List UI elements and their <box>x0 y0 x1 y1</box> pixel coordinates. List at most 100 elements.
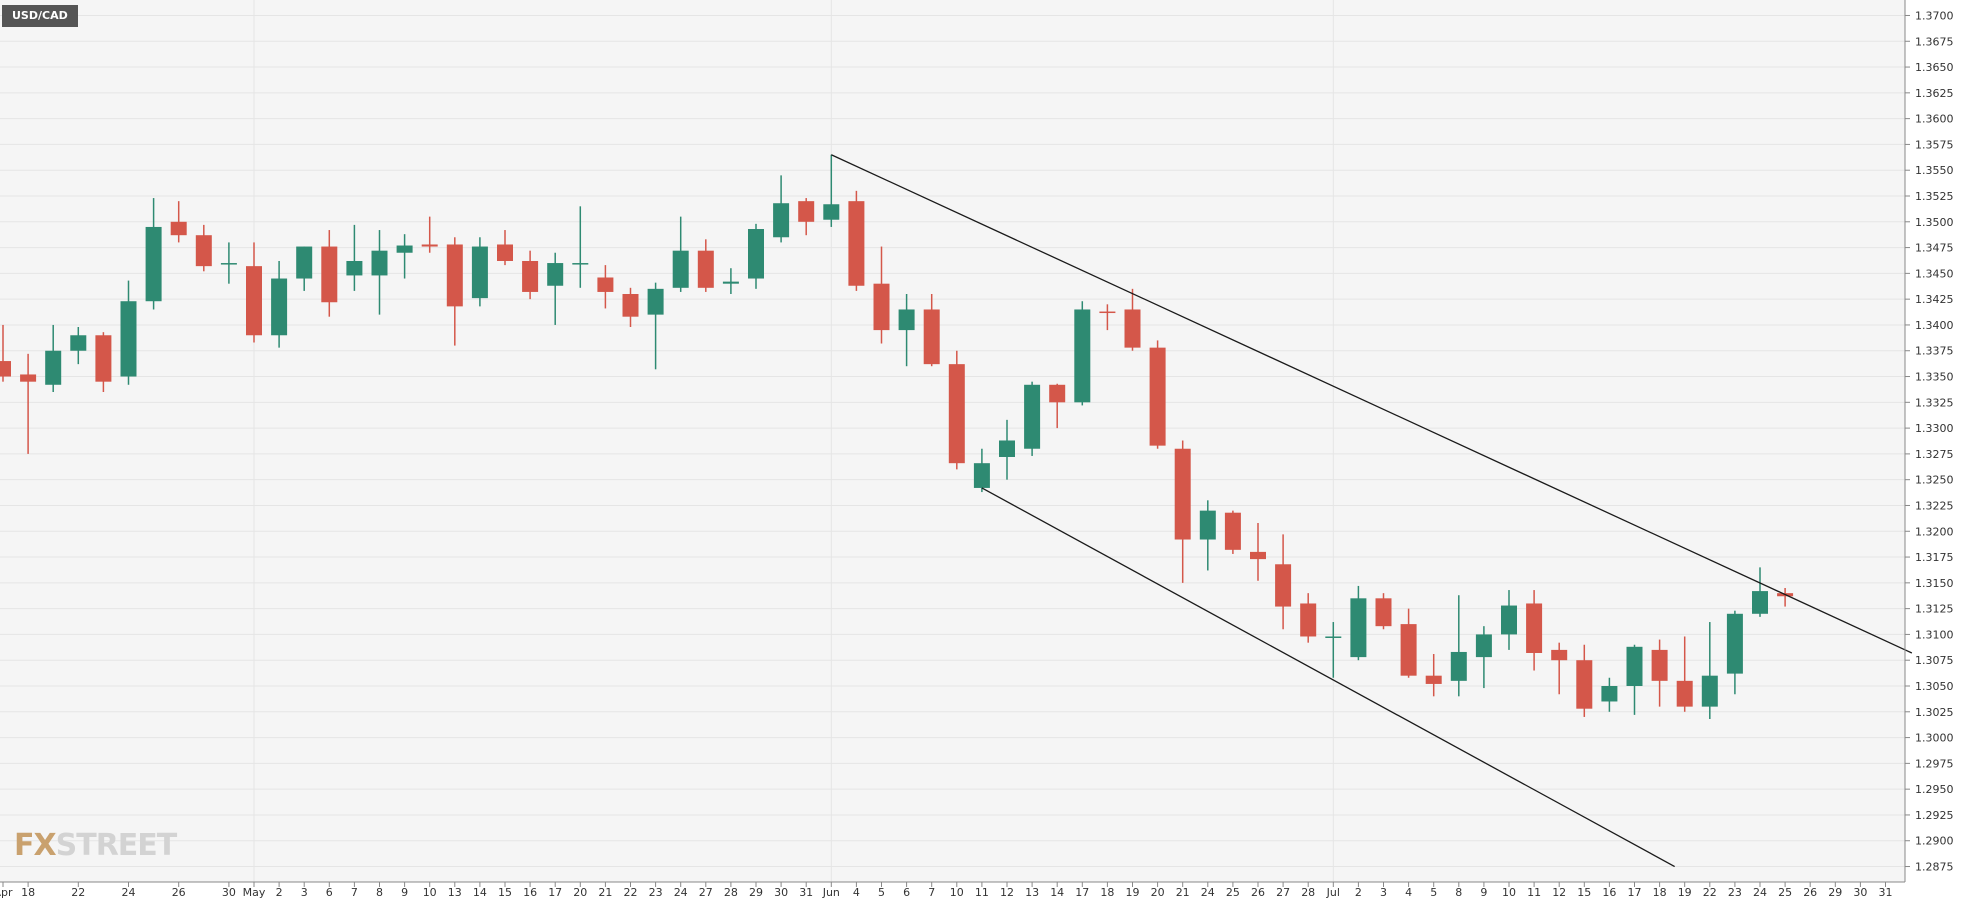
y-tick-label: 1.3675 <box>1915 35 1954 48</box>
candle <box>1551 642 1568 695</box>
x-tick-label: 25 <box>1778 886 1792 899</box>
candle <box>798 198 815 236</box>
logo-street: STREET <box>55 828 178 863</box>
candle <box>271 260 288 348</box>
candle <box>321 230 338 317</box>
y-tick-label: 1.3100 <box>1915 628 1954 641</box>
candle <box>371 230 388 315</box>
y-tick-label: 1.3375 <box>1915 345 1954 358</box>
candle-body <box>1099 311 1116 314</box>
candle-body <box>923 309 940 365</box>
y-tick-label: 1.3050 <box>1915 680 1954 693</box>
candle <box>1475 626 1492 689</box>
candle-body <box>798 201 815 222</box>
y-tick-label: 1.3500 <box>1915 216 1954 229</box>
candle <box>396 234 413 279</box>
y-tick-label: 1.3700 <box>1915 9 1954 22</box>
candle-body <box>522 260 539 292</box>
candle <box>1174 440 1191 583</box>
candle-body <box>45 350 62 385</box>
candle <box>1049 383 1066 429</box>
x-tick-label: 13 <box>448 886 462 899</box>
candle <box>1250 523 1266 581</box>
x-tick-label: 2 <box>1355 886 1362 899</box>
candle <box>973 448 990 493</box>
y-tick-label: 1.3125 <box>1915 603 1954 616</box>
candle <box>1526 590 1543 671</box>
trendlines <box>831 154 1913 868</box>
x-tick-label: 13 <box>1025 886 1039 899</box>
x-tick-label: 24 <box>1201 886 1215 899</box>
x-tick-label: 16 <box>1602 886 1616 899</box>
candle <box>1024 381 1041 456</box>
x-tick-label: 11 <box>975 886 989 899</box>
candle <box>20 353 37 454</box>
y-tick-label: 1.3300 <box>1915 422 1954 435</box>
x-tick-label: Apr <box>0 886 13 899</box>
x-tick-label: 3 <box>1380 886 1387 899</box>
candle <box>722 268 739 294</box>
candle-body <box>823 204 840 220</box>
candle-body <box>1049 384 1066 403</box>
x-tick-label: 15 <box>1577 886 1591 899</box>
y-tick-label: 1.3325 <box>1915 396 1954 409</box>
candle-body <box>1325 636 1342 638</box>
x-tick-label: 30 <box>222 886 236 899</box>
candle-body <box>1375 598 1392 627</box>
x-tick-label: 7 <box>928 886 935 899</box>
x-tick-label: 17 <box>1075 886 1089 899</box>
candle-body <box>647 288 664 315</box>
x-tick-label: 20 <box>573 886 587 899</box>
x-axis-ticks: Apr1822242630May236789101314151617202122… <box>0 882 1893 899</box>
candle-body <box>1475 634 1492 658</box>
x-tick-label: 22 <box>71 886 85 899</box>
y-tick-label: 1.3175 <box>1915 551 1954 564</box>
candle-body <box>1124 309 1141 348</box>
candle-body <box>471 246 488 299</box>
candle <box>1350 585 1367 661</box>
x-tick-label: 26 <box>172 886 186 899</box>
y-tick-label: 1.3600 <box>1915 113 1954 126</box>
candle <box>421 216 438 253</box>
x-tick-label: 4 <box>853 886 860 899</box>
candle <box>1400 608 1417 678</box>
candle-body <box>1250 551 1266 560</box>
candle-body <box>20 374 37 382</box>
candle-body <box>321 246 338 303</box>
candle <box>1325 622 1342 678</box>
x-tick-label: 4 <box>1405 886 1412 899</box>
candle <box>1199 500 1216 571</box>
candle-body <box>1425 675 1442 684</box>
x-tick-label: 31 <box>1879 886 1893 899</box>
x-tick-label: Jul <box>1326 886 1340 899</box>
gridlines <box>0 0 1905 882</box>
candle <box>823 154 840 227</box>
y-tick-label: 1.2975 <box>1915 757 1954 770</box>
y-tick-label: 1.3425 <box>1915 293 1954 306</box>
candle-body <box>848 201 865 286</box>
candle <box>923 294 940 367</box>
logo-fx: FX <box>14 828 57 863</box>
candle <box>220 242 237 284</box>
y-tick-label: 1.3200 <box>1915 525 1954 538</box>
x-tick-label: 16 <box>523 886 537 899</box>
candle-body <box>1551 649 1568 661</box>
candles <box>0 154 1794 720</box>
x-tick-label: 19 <box>1678 886 1692 899</box>
candle <box>1651 639 1668 707</box>
y-tick-label: 1.2875 <box>1915 861 1954 874</box>
candle-body <box>1224 512 1241 550</box>
candle-body <box>1400 624 1417 676</box>
x-tick-label: 30 <box>1853 886 1867 899</box>
candle-body <box>748 229 764 279</box>
candle <box>145 198 162 310</box>
x-tick-label: 10 <box>1502 886 1516 899</box>
candle-body <box>246 266 262 336</box>
candle <box>1676 636 1693 712</box>
candle-body <box>195 235 212 267</box>
x-tick-label: 9 <box>1480 886 1487 899</box>
x-tick-label: 9 <box>401 886 408 899</box>
candle <box>1726 610 1743 695</box>
candle-body <box>898 309 915 331</box>
